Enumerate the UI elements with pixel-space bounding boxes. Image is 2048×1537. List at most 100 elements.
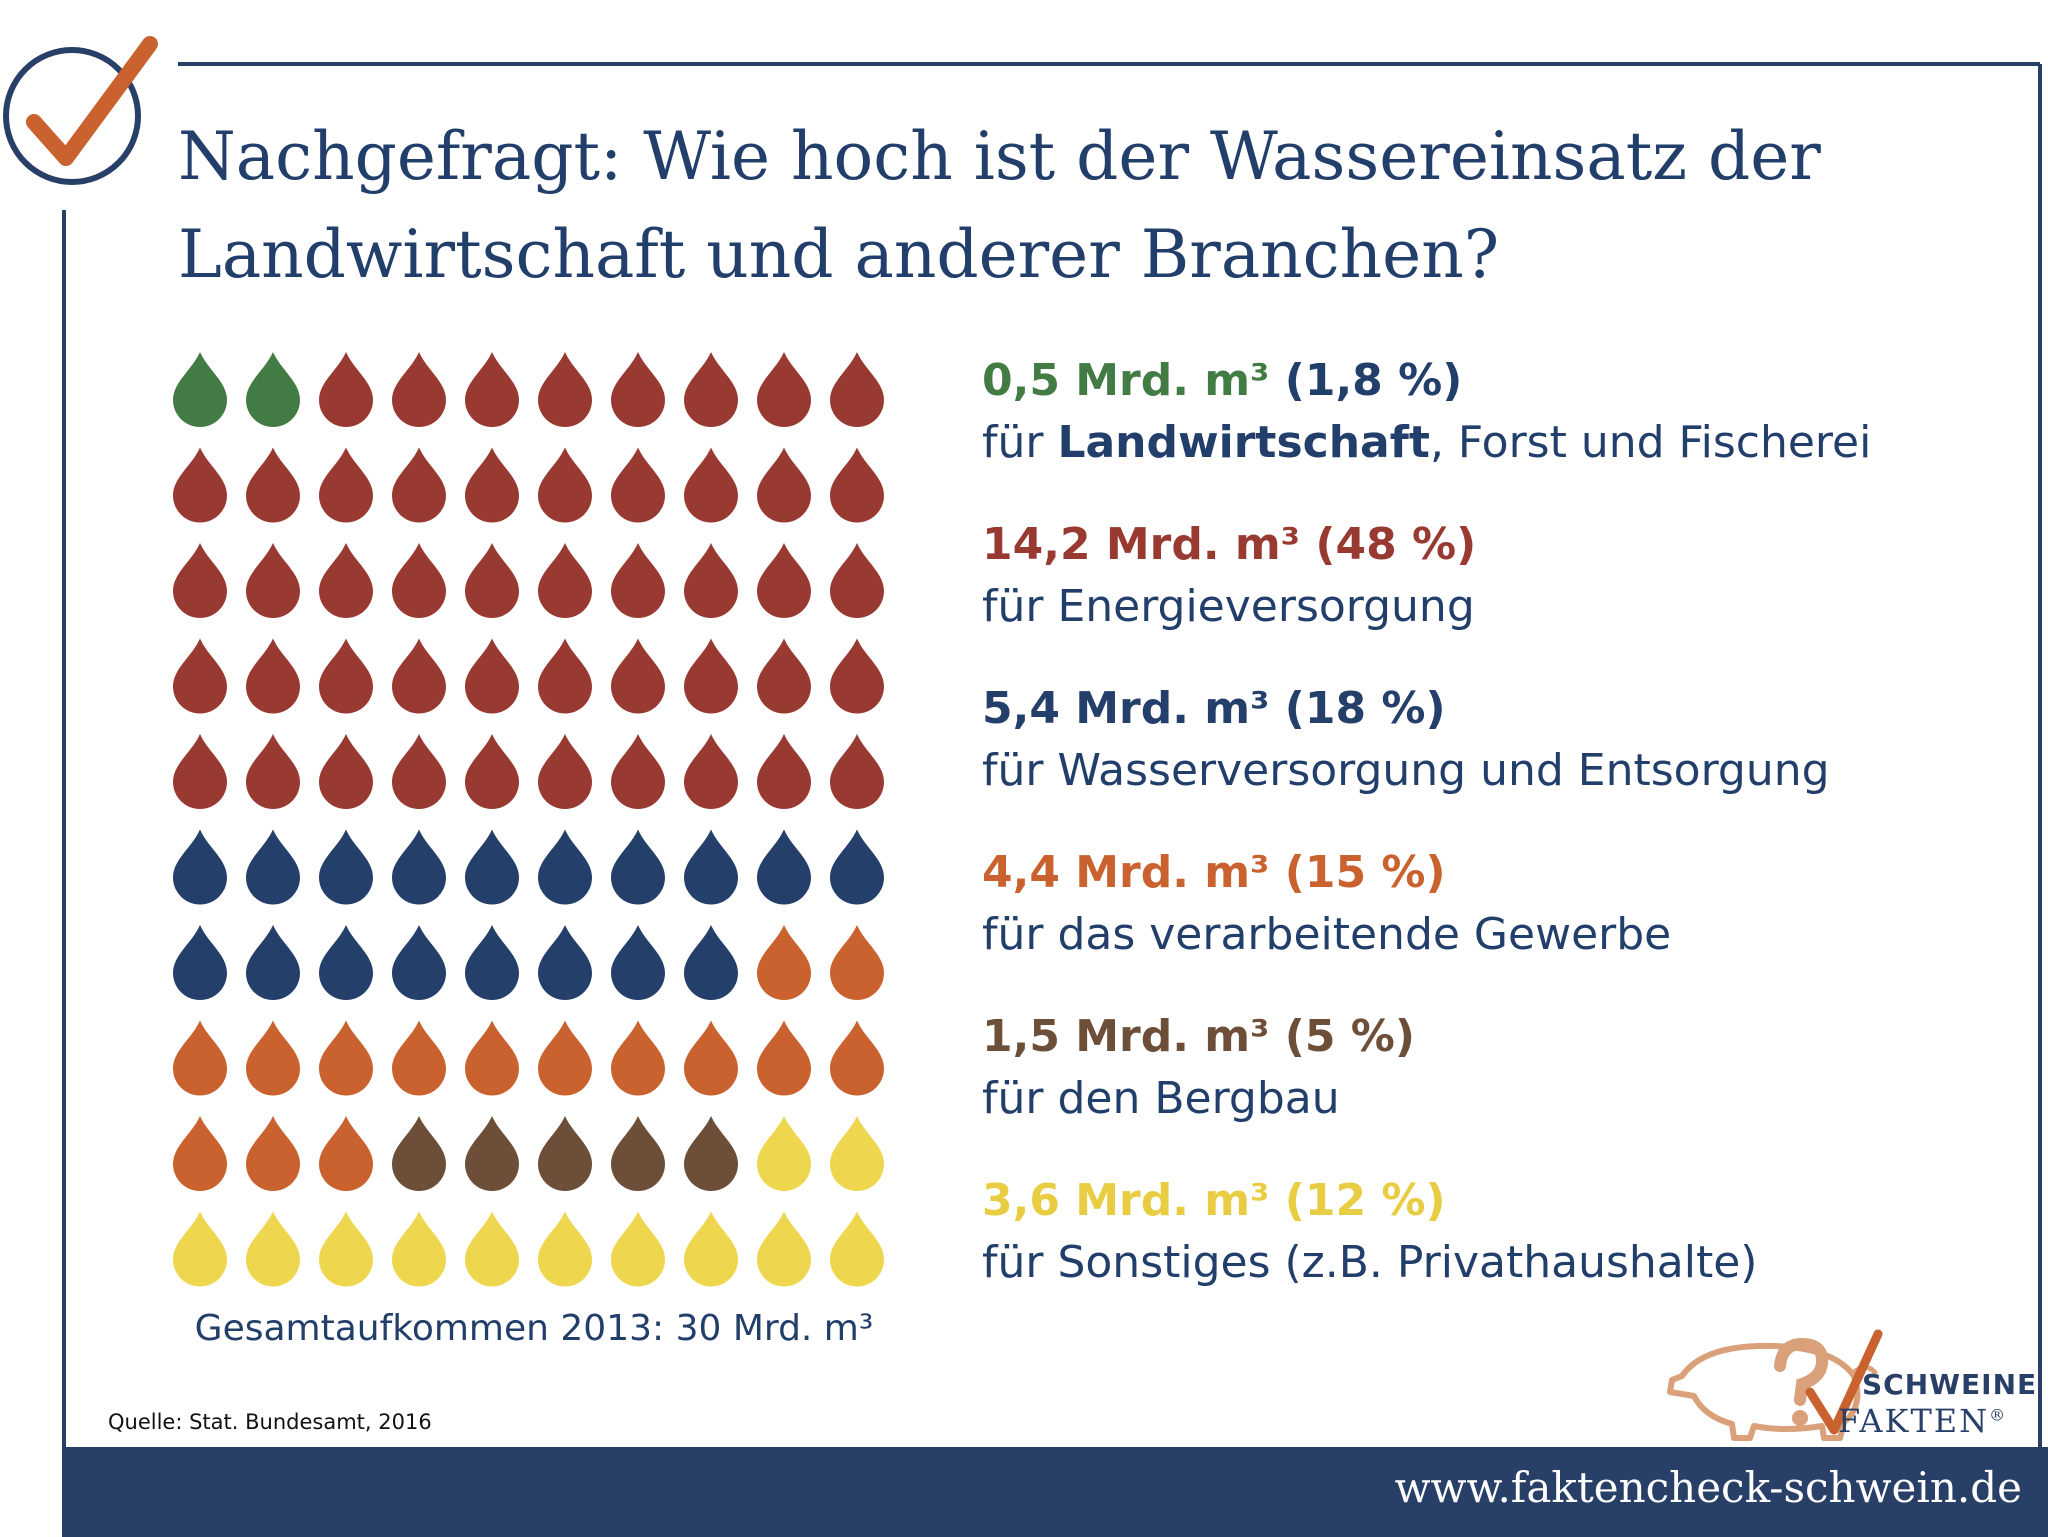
water-drop [246, 925, 300, 1000]
water-drop [465, 925, 519, 1000]
water-drop [465, 543, 519, 618]
legend-item-water-supply: 5,4 Mrd. m³ (18 %) für Wasserversorgung … [982, 678, 2022, 842]
water-drop [611, 1116, 665, 1191]
legend-item-mining: 1,5 Mrd. m³ (5 %) für den Bergbau [982, 1006, 2022, 1170]
water-drop [392, 1211, 446, 1287]
legend-value: 3,6 Mrd. m³ [982, 1175, 1270, 1226]
water-drop [684, 829, 738, 905]
water-drop [246, 829, 300, 905]
water-drop [319, 1211, 373, 1287]
legend-value: 1,5 Mrd. m³ [982, 1011, 1270, 1062]
water-drop [757, 447, 811, 523]
water-drop [611, 1211, 665, 1287]
water-drop [392, 352, 446, 427]
water-drop [757, 638, 811, 714]
water-drop [465, 1211, 519, 1287]
water-drop [611, 1020, 665, 1096]
water-drop [465, 638, 519, 714]
water-drop [319, 829, 373, 905]
water-drop [465, 1020, 519, 1096]
legend-item-energy: 14,2 Mrd. m³ (48 %) für Energieversorgun… [982, 514, 2022, 678]
water-drop [173, 1116, 227, 1191]
water-drop [830, 1020, 884, 1096]
water-drop [830, 1211, 884, 1287]
water-drop [173, 638, 227, 714]
water-drop [611, 447, 665, 523]
water-drop [465, 829, 519, 905]
water-drop [830, 447, 884, 523]
legend-percent: (18 %) [1284, 683, 1446, 734]
water-drop [319, 543, 373, 618]
water-drop [246, 1020, 300, 1096]
legend-value: 14,2 Mrd. m³ [982, 519, 1301, 570]
total-label: Gesamtaufkommen 2013: 30 Mrd. m³ [194, 1308, 874, 1349]
water-drop [538, 1020, 592, 1096]
water-drop [757, 1116, 811, 1191]
water-drop [684, 1211, 738, 1287]
water-drop [319, 925, 373, 1000]
water-drop [611, 734, 665, 809]
water-drop [611, 352, 665, 427]
water-drop [392, 925, 446, 1000]
title-line-1: Nachgefragt: Wie hoch ist der Wassereins… [178, 118, 1821, 195]
water-drop [538, 638, 592, 714]
checkmark-icon [3, 36, 158, 185]
legend-item-manufacturing: 4,4 Mrd. m³ (15 %) für das verarbeitende… [982, 842, 2022, 1006]
water-drop [538, 829, 592, 905]
water-drop [538, 543, 592, 618]
title-line-2: Landwirtschaft und anderer Branchen? [178, 216, 1500, 293]
water-drop [611, 829, 665, 905]
page-title: Nachgefragt: Wie hoch ist der Wassereins… [178, 108, 1978, 304]
water-drop [830, 543, 884, 618]
water-drop [757, 829, 811, 905]
water-drop [538, 1116, 592, 1191]
waffle-chart [173, 352, 884, 1287]
water-drop [757, 925, 811, 1000]
water-drop [246, 638, 300, 714]
water-drop [538, 925, 592, 1000]
water-drop [684, 925, 738, 1000]
source-note: Quelle: Stat. Bundesamt, 2016 [108, 1410, 432, 1434]
water-drop [757, 1211, 811, 1287]
legend-desc: für Energieversorgung [982, 581, 1475, 632]
website-link[interactable]: www.faktencheck-schwein.de [1394, 1463, 2022, 1512]
water-drop [246, 1211, 300, 1287]
water-drop [319, 638, 373, 714]
legend-desc: für das verarbeitende Gewerbe [982, 909, 1672, 960]
water-drop [173, 543, 227, 618]
water-drop [173, 447, 227, 523]
water-drop [246, 734, 300, 809]
water-drop [319, 1116, 373, 1191]
water-drop [611, 543, 665, 618]
water-drop [830, 1116, 884, 1191]
water-drop [246, 447, 300, 523]
water-drop [757, 1020, 811, 1096]
water-drop [830, 829, 884, 905]
water-drop [319, 447, 373, 523]
water-drop [465, 352, 519, 427]
footer-bar: www.faktencheck-schwein.de [62, 1447, 2048, 1537]
water-drop [319, 352, 373, 427]
water-drop [392, 734, 446, 809]
legend-desc: für den Bergbau [982, 1073, 1340, 1124]
water-drop [684, 1020, 738, 1096]
water-drop [538, 1211, 592, 1287]
water-drop [392, 638, 446, 714]
water-drop [538, 447, 592, 523]
legend-desc: für Wasserversorgung und Entsorgung [982, 745, 1830, 796]
water-drop [392, 1116, 446, 1191]
pig-question-check-icon [1667, 1329, 1883, 1441]
water-drop [173, 352, 227, 427]
water-drop [173, 734, 227, 809]
water-drop [173, 1211, 227, 1287]
legend-value: 4,4 Mrd. m³ [982, 847, 1270, 898]
water-drop [611, 638, 665, 714]
water-drop [392, 543, 446, 618]
legend-desc: für Landwirtschaft, Forst und Fischerei [982, 417, 1872, 468]
water-drop [392, 1020, 446, 1096]
water-drop [830, 734, 884, 809]
water-drop [319, 734, 373, 809]
water-drop [684, 352, 738, 427]
legend-percent: (48 %) [1315, 519, 1477, 570]
